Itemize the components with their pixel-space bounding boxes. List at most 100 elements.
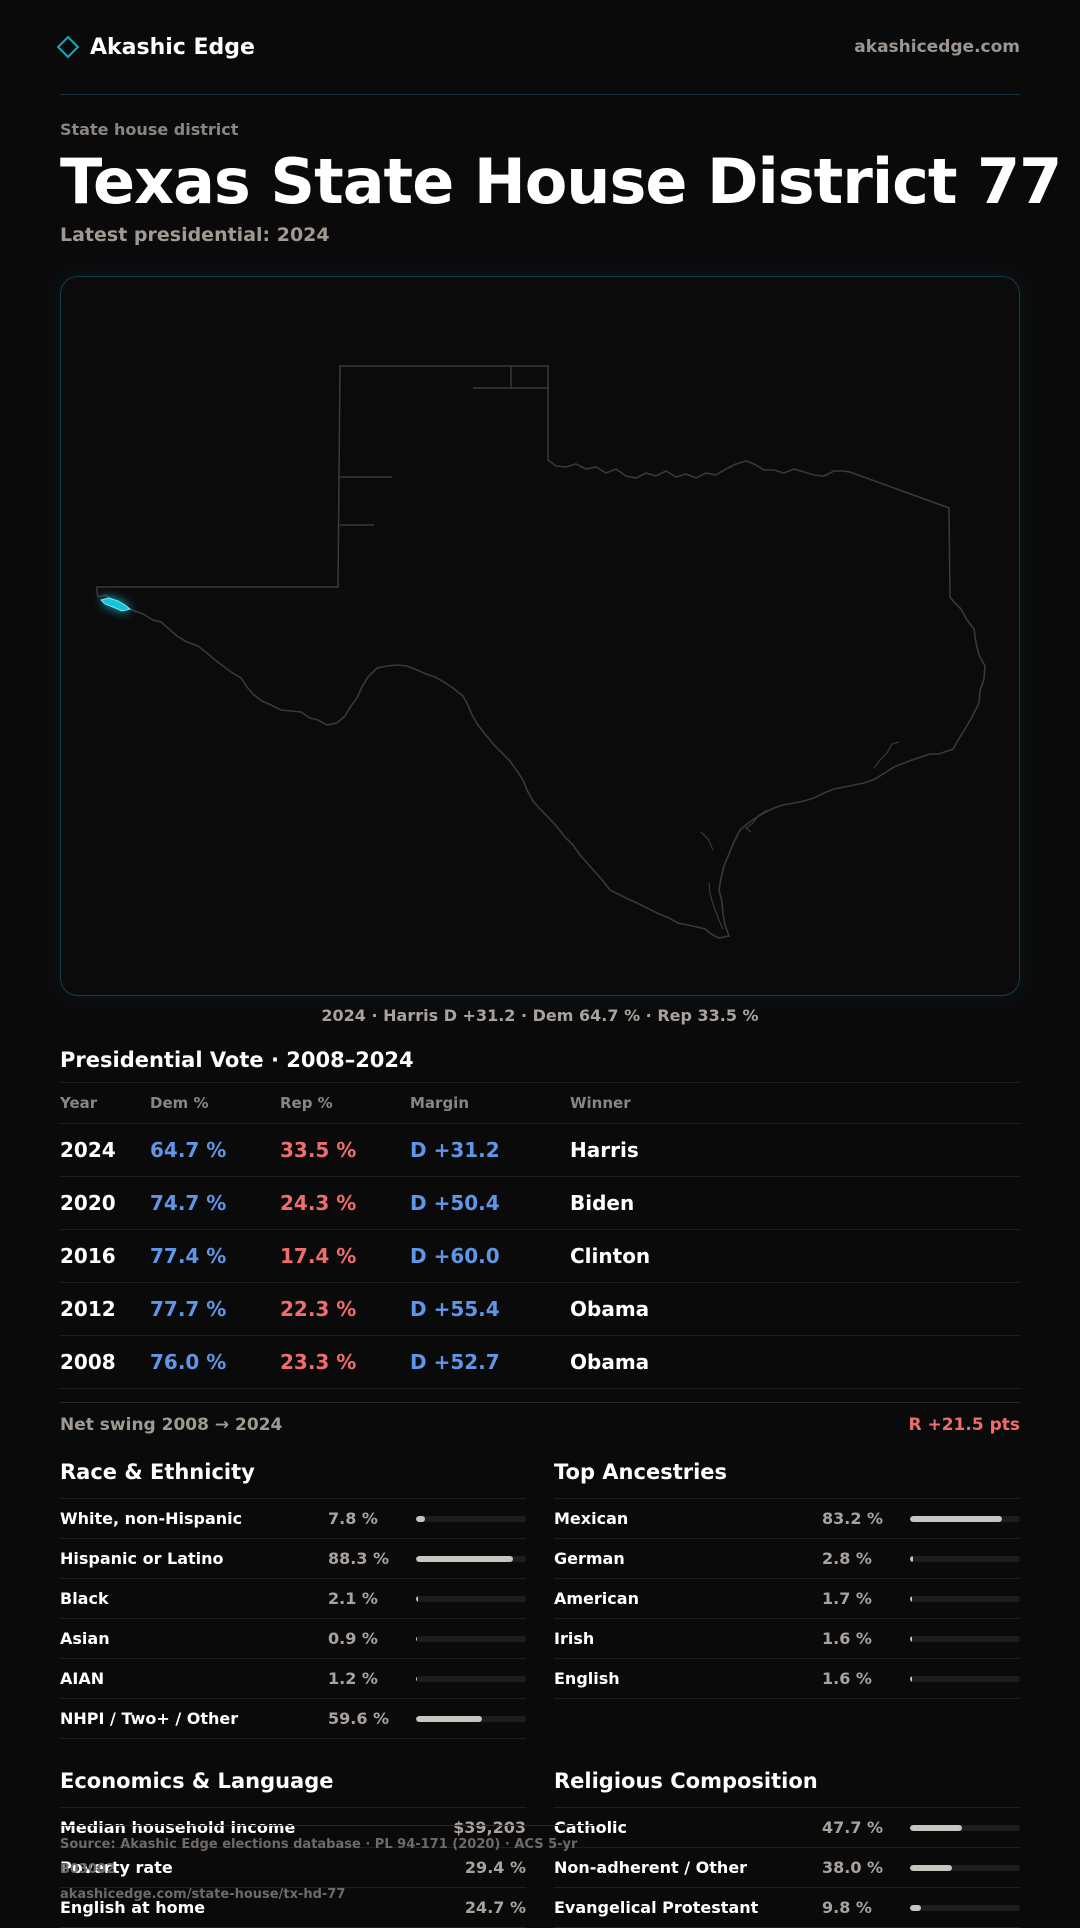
list-item: Mexican 83.2 % xyxy=(554,1499,1020,1539)
table-row: 2012 77.7 % 22.3 % D +55.4 Obama xyxy=(60,1283,1020,1336)
ancestry-bar-fill xyxy=(910,1675,912,1682)
row-year: 2020 xyxy=(60,1191,116,1215)
row-winner: Obama xyxy=(570,1350,650,1374)
ancestries-title: Top Ancestries xyxy=(554,1460,1020,1499)
table-row: 2024 64.7 % 33.5 % D +31.2 Harris xyxy=(60,1124,1020,1177)
ancestry-bar-fill xyxy=(910,1555,914,1562)
row-dem: 76.0 % xyxy=(150,1350,227,1374)
ancestry-value: 1.7 % xyxy=(822,1589,872,1608)
list-item: English at home 24.7 % xyxy=(60,1888,526,1928)
race-bar-fill xyxy=(416,1635,418,1642)
economics-value: $39,203 xyxy=(453,1818,526,1837)
ancestry-value: 2.8 % xyxy=(822,1549,872,1568)
race-bar-fill xyxy=(416,1555,514,1562)
brand-name: Akashic Edge xyxy=(90,34,255,60)
ancestry-bar-fill xyxy=(910,1515,1002,1522)
page-title: Texas State House District 77 xyxy=(60,145,1062,218)
footer: Source: Akashic Edge elections database … xyxy=(60,1825,594,1907)
net-swing: Net swing 2008 → 2024 R +21.5 pts xyxy=(60,1402,1020,1435)
religion-label: Evangelical Protestant xyxy=(554,1898,759,1917)
religion-value: 47.7 % xyxy=(822,1818,884,1837)
race-label: Hispanic or Latino xyxy=(60,1549,224,1568)
row-rep: 33.5 % xyxy=(280,1138,357,1162)
race-bar-fill xyxy=(416,1675,418,1682)
row-year: 2016 xyxy=(60,1244,116,1268)
row-dem: 77.4 % xyxy=(150,1244,227,1268)
ancestry-bar-fill xyxy=(910,1635,912,1642)
race-value: 59.6 % xyxy=(328,1709,390,1728)
list-item: Hispanic or Latino 88.3 % xyxy=(60,1539,526,1579)
list-item: White, non-Hispanic 7.8 % xyxy=(60,1499,526,1539)
race-bar xyxy=(416,1595,526,1602)
brand-logo[interactable]: Akashic Edge xyxy=(56,34,255,60)
religion-panel: Religious Composition Catholic 47.7 % Non… xyxy=(554,1769,1020,1928)
row-dem: 64.7 % xyxy=(150,1138,227,1162)
ancestry-bar xyxy=(910,1635,1020,1642)
row-year: 2024 xyxy=(60,1138,116,1162)
economics-value: 29.4 % xyxy=(464,1858,526,1877)
list-item: English 1.6 % xyxy=(554,1659,1020,1699)
race-bar-fill xyxy=(416,1715,482,1722)
header-margin: Margin xyxy=(410,1094,470,1112)
row-margin: D +55.4 xyxy=(410,1297,500,1321)
ancestry-value: 83.2 % xyxy=(822,1509,884,1528)
religion-bar-fill xyxy=(910,1864,952,1871)
list-item: Asian 0.9 % xyxy=(60,1619,526,1659)
list-item: AIAN 1.2 % xyxy=(60,1659,526,1699)
list-item: American 1.7 % xyxy=(554,1579,1020,1619)
list-item: German 2.8 % xyxy=(554,1539,1020,1579)
race-label: White, non-Hispanic xyxy=(60,1509,243,1528)
table-row: 2020 74.7 % 24.3 % D +50.4 Biden xyxy=(60,1177,1020,1230)
district-77-highlight[interactable] xyxy=(100,597,132,612)
race-ethnicity-panel: Race & Ethnicity White, non-Hispanic 7.8 … xyxy=(60,1460,526,1739)
row-year: 2012 xyxy=(60,1297,116,1321)
row-winner: Obama xyxy=(570,1297,650,1321)
religion-bar-fill xyxy=(910,1904,921,1911)
ancestry-label: Irish xyxy=(554,1629,595,1648)
race-value: 88.3 % xyxy=(328,1549,390,1568)
ancestry-label: English xyxy=(554,1669,620,1688)
race-value: 0.9 % xyxy=(328,1629,378,1648)
ancestries-panel: Top Ancestries Mexican 83.2 % German 2.8 %… xyxy=(554,1460,1020,1699)
race-value: 1.2 % xyxy=(328,1669,378,1688)
race-bar-fill xyxy=(416,1515,425,1522)
religion-bar xyxy=(910,1904,1020,1911)
texas-map-svg xyxy=(96,365,986,939)
row-year: 2008 xyxy=(60,1350,116,1374)
net-swing-label: Net swing 2008 → 2024 xyxy=(60,1415,283,1435)
economics-value: 24.7 % xyxy=(464,1898,526,1917)
row-winner: Clinton xyxy=(570,1244,651,1268)
top-bar: Akashic Edge akashicedge.com xyxy=(56,0,1020,95)
row-dem: 74.7 % xyxy=(150,1191,227,1215)
site-link[interactable]: akashicedge.com xyxy=(854,37,1020,57)
row-winner: Biden xyxy=(570,1191,635,1215)
religion-value: 38.0 % xyxy=(822,1858,884,1877)
religion-label: Catholic xyxy=(554,1818,628,1837)
header-winner: Winner xyxy=(570,1094,631,1112)
row-winner: Harris xyxy=(570,1138,639,1162)
presidential-vote-table: Presidential Vote · 2008–2024 Year Dem %… xyxy=(60,1048,1020,1389)
source-note: Source: Akashic Edge elections database … xyxy=(60,1837,578,1877)
ancestry-value: 1.6 % xyxy=(822,1629,872,1648)
race-bar xyxy=(416,1675,526,1682)
row-margin: D +60.0 xyxy=(410,1244,500,1268)
net-swing-value: R +21.5 pts xyxy=(908,1415,1020,1435)
religion-value: 9.8 % xyxy=(822,1898,872,1917)
race-bar xyxy=(416,1715,526,1722)
race-label: Black xyxy=(60,1589,109,1608)
row-rep: 23.3 % xyxy=(280,1350,357,1374)
page-url[interactable]: akashicedge.com/state-house/tx-hd-77 xyxy=(60,1887,346,1902)
ancestry-bar xyxy=(910,1555,1020,1562)
ancestry-bar xyxy=(910,1675,1020,1682)
economics-label: English at home xyxy=(60,1898,206,1917)
race-bar xyxy=(416,1635,526,1642)
ancestry-bar xyxy=(910,1595,1020,1602)
table-row: 2016 77.4 % 17.4 % D +60.0 Clinton xyxy=(60,1230,1020,1283)
header-dem: Dem % xyxy=(150,1094,209,1112)
district-map[interactable] xyxy=(60,276,1020,996)
race-label: Asian xyxy=(60,1629,110,1648)
list-item: NHPI / Two+ / Other 59.6 % xyxy=(60,1699,526,1739)
page: Akashic Edge akashicedge.com State house… xyxy=(56,0,1062,1928)
religion-bar-fill xyxy=(910,1824,963,1831)
diamond-icon xyxy=(56,35,80,59)
